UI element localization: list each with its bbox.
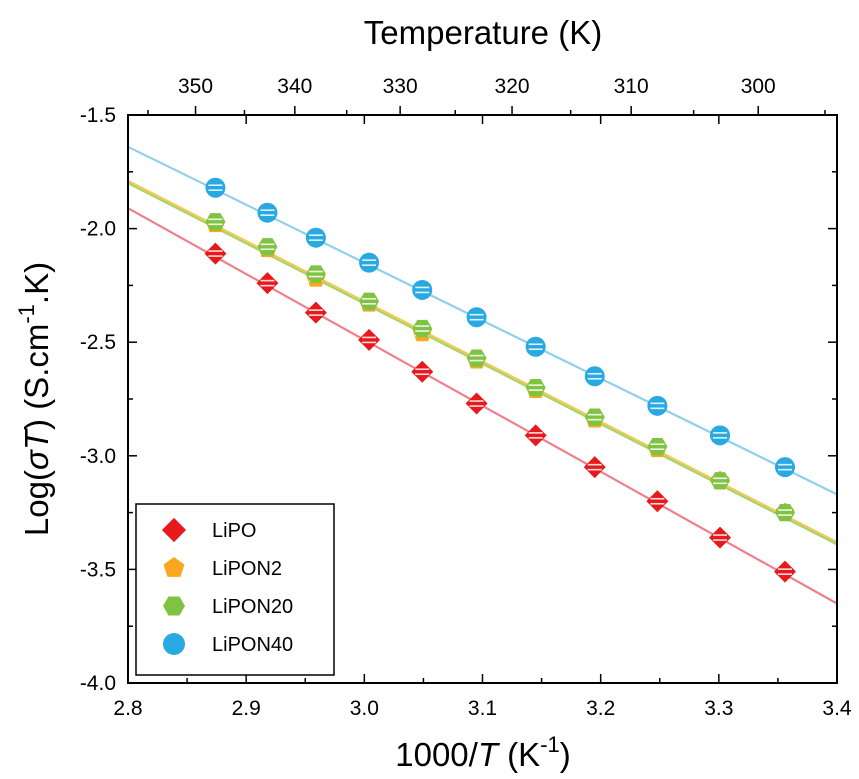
legend-label-lipo: LiPO <box>212 520 256 542</box>
point-lipo <box>465 392 488 415</box>
x-tick-label: 3.1 <box>468 697 497 720</box>
point-lipon20 <box>359 292 380 310</box>
y-tick-label: -2.5 <box>80 331 116 354</box>
x-tick-label: 2.8 <box>113 697 142 720</box>
point-lipo <box>583 456 606 479</box>
top-tick-label: 310 <box>614 75 649 98</box>
point-lipon40 <box>412 279 433 300</box>
point-lipo <box>774 560 797 583</box>
point-lipo <box>358 328 381 351</box>
legend-marker-lipon20 <box>163 596 185 616</box>
x-tick-label: 3.3 <box>704 697 733 720</box>
point-lipon40 <box>710 425 731 446</box>
top-axis-title: Temperature (K) <box>364 14 602 51</box>
top-tick-label: 330 <box>383 75 418 98</box>
point-lipo <box>709 526 732 549</box>
y-tick-label: -3.0 <box>80 445 116 468</box>
y-tick-label: -4.0 <box>80 672 116 695</box>
point-lipon20 <box>710 472 731 490</box>
point-lipon20 <box>775 503 796 522</box>
x-tick-label: 3.0 <box>350 697 379 720</box>
point-lipon40 <box>305 227 326 248</box>
point-lipon20 <box>584 408 605 426</box>
point-lipo <box>646 490 669 513</box>
legend-marker-lipon40 <box>163 633 185 655</box>
point-lipo <box>304 301 327 324</box>
point-lipon20 <box>525 378 546 397</box>
y-tick-label: -2.0 <box>80 218 116 241</box>
top-tick-label: 340 <box>277 75 312 98</box>
point-lipon20 <box>647 438 668 456</box>
point-lipon40 <box>205 177 226 198</box>
point-lipon20 <box>412 319 433 338</box>
point-lipon20 <box>466 349 487 367</box>
point-lipon20 <box>305 265 326 283</box>
point-lipo <box>524 424 547 447</box>
point-lipon40 <box>647 395 668 416</box>
point-lipo <box>411 360 434 383</box>
point-lipon20 <box>205 213 226 231</box>
point-lipo <box>256 272 279 295</box>
legend-label-lipon20: LiPON20 <box>212 596 293 618</box>
top-tick-label: 350 <box>178 75 213 98</box>
point-lipon40 <box>466 307 487 328</box>
point-lipon20 <box>257 238 278 256</box>
legend: LiPO LiPON2 LiPON20 LiPON40 <box>135 503 335 676</box>
point-lipon40 <box>584 366 605 387</box>
tick-labels: 2.8 2.9 3.0 3.1 3.2 3.3 3.4 -1.5 -2.0 -2.5 -3.0 -3.… <box>80 75 852 720</box>
y-tick-label: -1.5 <box>80 104 116 127</box>
top-tick-label: 320 <box>495 75 530 98</box>
legend-marker-lipon2 <box>163 557 185 577</box>
point-lipo <box>204 242 227 265</box>
x-tick-label: 3.4 <box>822 697 852 720</box>
point-lipon40 <box>359 252 380 273</box>
top-tick-label: 300 <box>741 75 776 98</box>
point-lipon40 <box>525 336 546 357</box>
legend-label-lipon40: LiPON40 <box>212 634 293 656</box>
point-lipon40 <box>775 457 796 478</box>
y-tick-label: -3.5 <box>80 558 116 581</box>
x-tick-label: 2.9 <box>232 697 261 720</box>
legend-marker-lipo <box>161 517 187 543</box>
x-tick-label: 3.2 <box>586 697 615 720</box>
data-points <box>204 177 797 583</box>
legend-label-lipon2: LiPON2 <box>212 558 282 580</box>
y-axis-title: Log(σT) (S.cm-1.K) <box>14 262 55 536</box>
point-lipon40 <box>257 202 278 223</box>
x-axis-title: 1000/T (K-1) <box>395 732 571 773</box>
axis-ticks <box>127 106 838 684</box>
